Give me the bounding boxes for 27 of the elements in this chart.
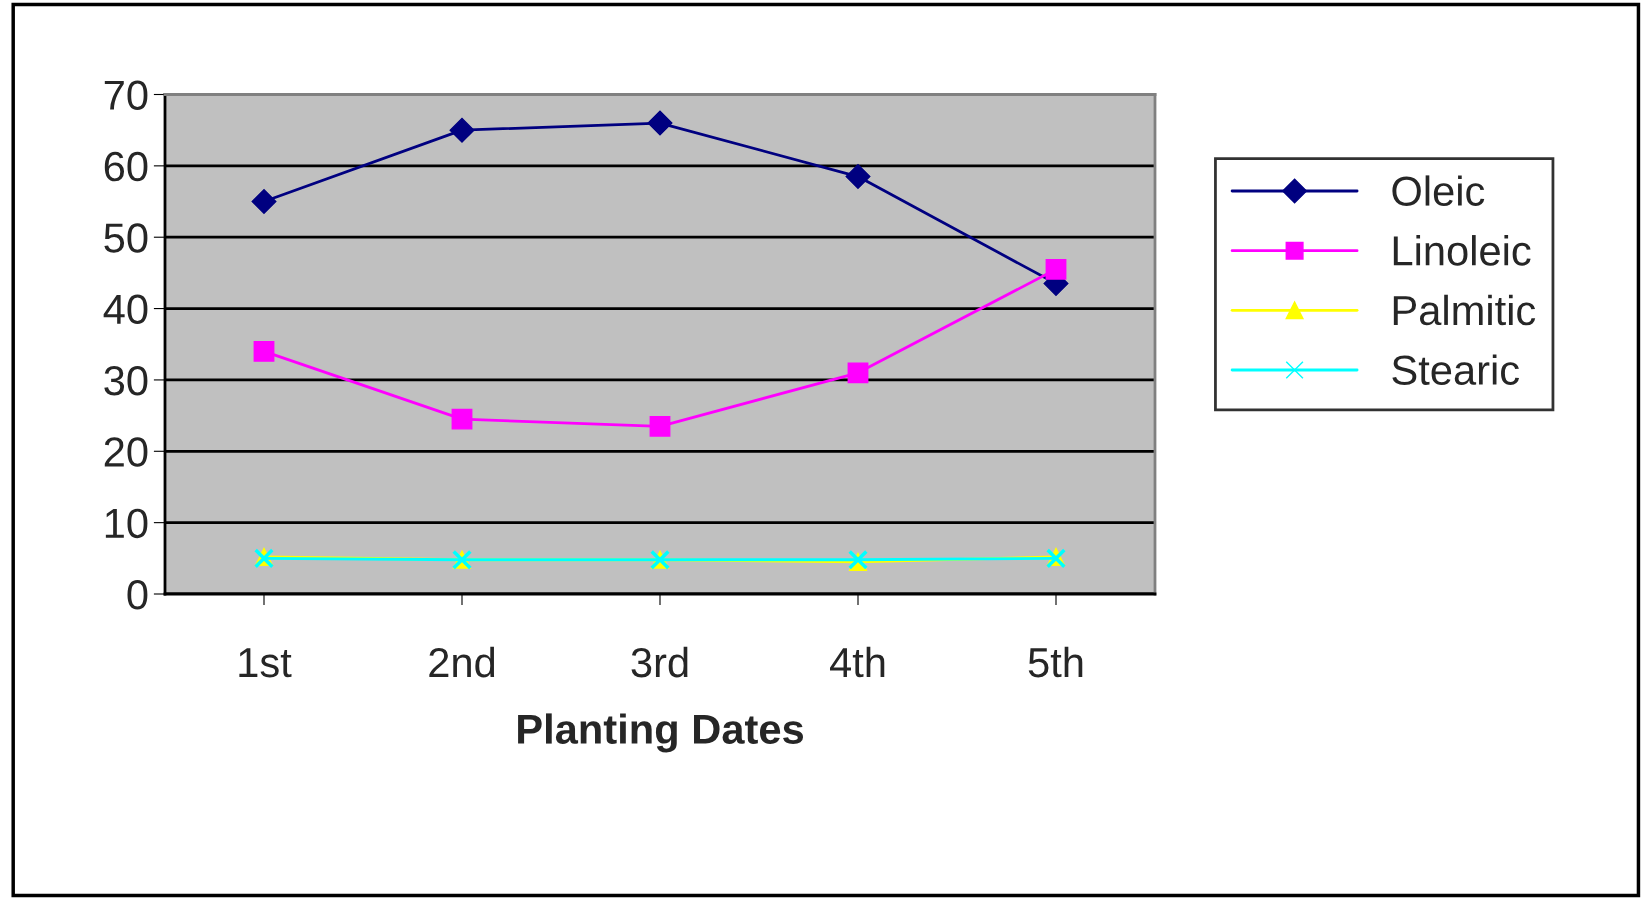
x-tick-label: 5th [1028, 646, 1083, 678]
point [451, 408, 473, 430]
y-tick-label: 50 [104, 223, 148, 253]
x-tick-label: 3rd [631, 646, 688, 678]
point [647, 110, 673, 136]
legend-label: Oleic [1392, 175, 1485, 206]
x-tick-label: 2nd [429, 646, 495, 678]
point [847, 362, 869, 384]
point [449, 117, 475, 143]
legend-label: Linoleic [1393, 235, 1531, 266]
x-tick-label: 4th [830, 646, 885, 678]
y-tick-label: 0 [127, 580, 148, 610]
y-tick-label: 70 [104, 80, 148, 111]
x-axis-title: Planting Dates [518, 713, 804, 753]
y-tick-label: 10 [105, 508, 148, 539]
point [1045, 258, 1067, 280]
point [845, 164, 871, 190]
y-tick-label: 40 [103, 294, 148, 325]
legend-label: Stearic [1392, 354, 1520, 386]
x-tick-label: 1st [239, 648, 292, 678]
point [253, 340, 275, 362]
point [251, 189, 277, 215]
y-tick-label: 30 [104, 365, 148, 396]
y-tick-label: 20 [104, 437, 148, 467]
legend-label: Palmitic [1393, 294, 1536, 326]
y-tick-label: 60 [104, 151, 148, 182]
point [649, 415, 671, 437]
